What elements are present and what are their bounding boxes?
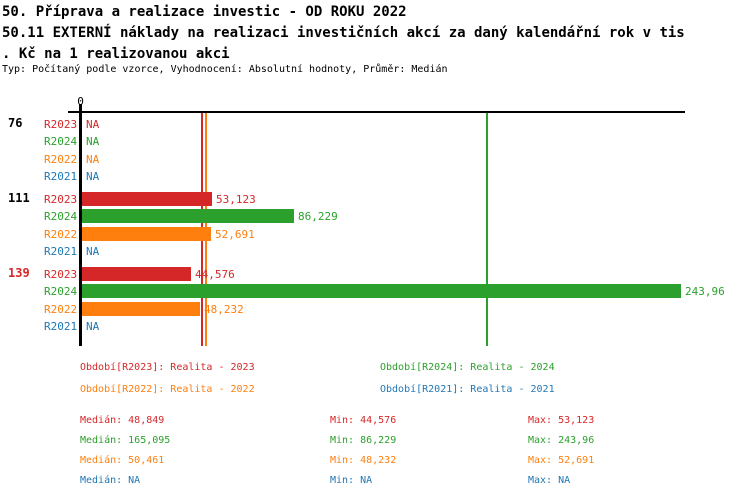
legend-item-r2022: Období[R2022]: Realita - 2022 (80, 384, 255, 395)
series-label: R2021 (44, 245, 78, 258)
median-line-R2024 (486, 113, 488, 346)
bar-R2022 (82, 302, 200, 316)
bar-value: 243,96 (685, 285, 725, 298)
chart-subtitle: Typ: Počítaný podle vzorce, Vyhodnocení:… (2, 64, 448, 75)
legend-item-r2023: Období[R2023]: Realita - 2023 (80, 362, 255, 373)
bar-value: 86,229 (298, 210, 338, 223)
na-value: NA (86, 135, 100, 148)
legend-item-r2021: Období[R2021]: Realita - 2021 (380, 384, 555, 395)
bar-value: 48,232 (204, 303, 244, 316)
page-title-line1: 50. Příprava a realizace investic - OD R… (2, 4, 407, 20)
stat-median-r2023: Medián: 48,849 (80, 415, 165, 426)
group-label: 139 (8, 266, 30, 280)
na-value: NA (86, 170, 100, 183)
stat-median-r2021: Medián: NA (80, 475, 141, 486)
y-axis-line (79, 104, 82, 346)
axis-zero-label: 0 (77, 95, 84, 108)
bar-R2022 (82, 227, 211, 241)
stat-min-r2024: Min: 86,229 (330, 435, 397, 446)
series-label: R2024 (44, 285, 78, 298)
group-label: 76 (8, 116, 23, 130)
bar-value: 53,123 (216, 193, 256, 206)
series-label: R2022 (44, 303, 78, 316)
group-label: 111 (8, 191, 30, 205)
stat-min-r2022: Min: 48,232 (330, 455, 397, 466)
series-label: R2024 (44, 135, 78, 148)
series-label: R2022 (44, 153, 78, 166)
page-title-line3: . Kč na 1 realizovanou akci (2, 46, 230, 62)
x-axis-line (68, 111, 685, 113)
na-value: NA (86, 153, 100, 166)
series-label: R2023 (44, 193, 78, 206)
bar-value: 44,576 (195, 268, 235, 281)
bar-R2024 (82, 284, 681, 298)
bar-R2024 (82, 209, 294, 223)
stat-median-r2024: Medián: 165,095 (80, 435, 171, 446)
series-label: R2024 (44, 210, 78, 223)
stat-min-r2023: Min: 44,576 (330, 415, 397, 426)
series-label: R2021 (44, 320, 78, 333)
bar-value: 52,691 (215, 228, 255, 241)
series-label: R2021 (44, 170, 78, 183)
series-label: R2023 (44, 268, 78, 281)
bar-R2023 (82, 192, 212, 206)
na-value: NA (86, 118, 100, 131)
na-value: NA (86, 320, 100, 333)
series-label: R2023 (44, 118, 78, 131)
page-title-line2: 50.11 EXTERNÍ náklady na realizaci inves… (2, 25, 685, 41)
legend-item-r2024: Období[R2024]: Realita - 2024 (380, 362, 555, 373)
stat-median-r2022: Medián: 50,461 (80, 455, 165, 466)
stat-max-r2024: Max: 243,96 (528, 435, 595, 446)
series-label: R2022 (44, 228, 78, 241)
na-value: NA (86, 245, 100, 258)
bar-R2023 (82, 267, 191, 281)
stat-min-r2021: Min: NA (330, 475, 373, 486)
stat-max-r2022: Max: 52,691 (528, 455, 595, 466)
stat-max-r2023: Max: 53,123 (528, 415, 595, 426)
stat-max-r2021: Max: NA (528, 475, 571, 486)
